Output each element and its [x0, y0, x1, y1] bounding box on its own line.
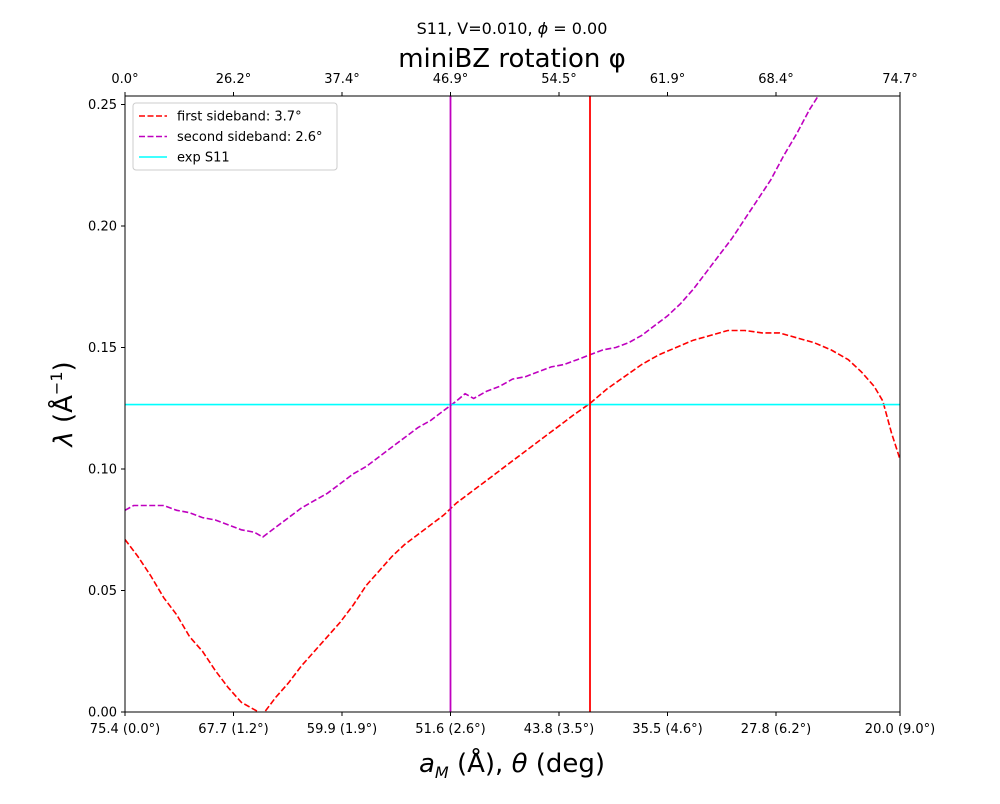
y-tick-label-4: 0.15 [88, 341, 117, 356]
top-axis-label: miniBZ rotation φ [398, 44, 626, 74]
plot-area: 75.4 (0.0°) 67.7 (1.2°) 59.9 (1.9°) 51.6 (2… [88, 72, 935, 737]
legend-label-2: second sideband: 2.6° [177, 130, 323, 145]
y-tick-label-1: 0.00 [88, 706, 117, 721]
legend-box [132, 102, 338, 171]
y-axis-label: λ (Å−1) [47, 361, 79, 448]
top-tick-label-1: 0.0° [111, 72, 138, 87]
top-tick-label-7: 68.4° [758, 72, 793, 87]
top-tick-label-3: 37.4° [324, 72, 359, 87]
legend-label-1: first sideband: 3.7° [177, 110, 302, 125]
top-tick-label-2: 26.2° [216, 72, 251, 87]
x-axis-label: aM (Å), θ (deg) [419, 747, 605, 782]
x-tick-label-1: 75.4 (0.0°) [90, 722, 160, 737]
top-tick-label-8: 74.7° [882, 72, 917, 87]
x-tick-label-4: 51.6 (2.6°) [415, 722, 485, 737]
x-tick-label-7: 27.8 (6.2°) [741, 722, 811, 737]
x-tick-label-6: 35.5 (4.6°) [632, 722, 702, 737]
top-tick-label-4: 46.9° [433, 72, 468, 87]
top-tick-label-6: 61.9° [650, 72, 685, 87]
y-tick-label-2: 0.05 [88, 584, 117, 599]
legend-label-3: exp S11 [177, 151, 230, 166]
plot-frame [124, 95, 901, 713]
x-tick-label-8: 20.0 (9.0°) [865, 722, 935, 737]
x-tick-label-2: 67.7 (1.2°) [198, 722, 268, 737]
y-tick-label-5: 0.20 [88, 220, 117, 235]
series-line-1 [125, 329, 900, 712]
top-tick-label-5: 54.5° [541, 72, 576, 87]
y-tick-label-3: 0.10 [88, 463, 117, 478]
y-tick-label-6: 0.25 [88, 98, 117, 113]
x-tick-label-5: 43.8 (3.5°) [524, 722, 594, 737]
figure-suptitle: S11, V=0.010, ϕ = 0.00 [417, 19, 608, 38]
series-line-2 [125, 96, 819, 538]
x-tick-label-3: 59.9 (1.9°) [307, 722, 377, 737]
